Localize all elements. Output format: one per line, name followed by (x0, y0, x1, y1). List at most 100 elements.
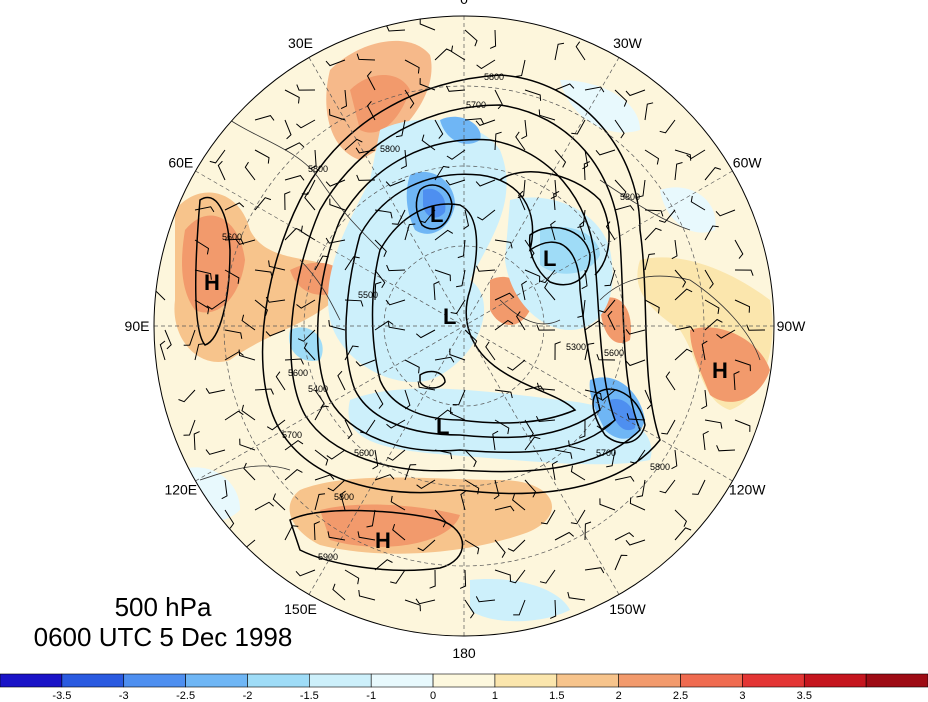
wind-barb (183, 329, 196, 346)
contour-label: 5800 (334, 492, 354, 502)
wind-barb (355, 359, 376, 367)
wind-barb (658, 209, 676, 223)
map-border (153, 15, 775, 637)
wind-barb (284, 89, 300, 104)
wind-barb (567, 591, 586, 601)
wind-barb (284, 439, 304, 451)
contour-label: 5300 (566, 342, 586, 352)
wind-barb (327, 479, 346, 492)
time-title: 0600 UTC 5 Dec 1998 (33, 622, 293, 652)
wind-barb (494, 131, 502, 151)
wind-barb (704, 225, 719, 241)
wind-barb (614, 475, 635, 482)
wind-barb (734, 269, 754, 276)
wind-barb (671, 449, 678, 470)
wind-barb (340, 89, 348, 110)
wind-barb (536, 324, 556, 331)
colorbar-label: 3 (739, 690, 745, 702)
wind-barb (581, 269, 588, 290)
wind-barb (284, 175, 305, 181)
colorbar-label: 3.5 (797, 690, 812, 702)
wind-barb (357, 531, 376, 541)
high-center: H (375, 528, 391, 553)
wind-barb (584, 521, 592, 541)
contour-label: 5600 (604, 348, 624, 358)
longitude-label: 30W (613, 35, 643, 51)
wind-barb (434, 449, 453, 460)
wind-barb (674, 509, 687, 527)
wind-barb (746, 324, 766, 331)
wind-barb (476, 59, 496, 70)
wind-barb (493, 479, 500, 500)
contour-label: 5900 (318, 552, 338, 562)
wind-barb (310, 149, 317, 169)
low-center: L (543, 246, 556, 271)
wind-barb (524, 269, 541, 283)
wind-barb (494, 389, 513, 399)
wind-barb (450, 45, 466, 61)
wind-barb (464, 329, 478, 347)
wind-barb (494, 419, 510, 435)
wind-barb (644, 299, 660, 314)
wind-barb (485, 341, 496, 361)
wind-barb (374, 389, 384, 409)
wind-barb (597, 389, 616, 401)
wind-barb (344, 419, 353, 440)
wind-barb (313, 521, 320, 541)
wind-barb (671, 239, 678, 260)
colorbar-label: 2.5 (673, 690, 688, 702)
wind-barb (221, 479, 228, 500)
wind-barb (358, 589, 376, 601)
pressure-centers: H H H L L L L (204, 202, 728, 553)
wind-barb (374, 239, 387, 257)
wind-barb (715, 209, 736, 217)
wind-barb (515, 311, 526, 331)
wind-barb (686, 149, 706, 160)
contour-label: 5800 (620, 192, 640, 202)
wind-barb (254, 388, 274, 395)
wind-barb (456, 269, 466, 288)
wind-barb (554, 449, 573, 459)
wind-barb (296, 84, 316, 91)
longitude-label: 60E (168, 155, 193, 171)
wind-barb (515, 131, 526, 151)
wind-barb (625, 89, 646, 97)
longitude-label: 120W (729, 482, 766, 498)
wind-barb (659, 119, 676, 134)
wind-barb (674, 269, 687, 288)
wind-barb (604, 269, 616, 287)
wind-barb (584, 389, 602, 400)
wind-barb (704, 167, 721, 181)
wind-barb (328, 320, 346, 331)
wind-barb (284, 142, 305, 151)
wind-barb (554, 42, 565, 61)
wind-barb (254, 149, 270, 164)
wind-barb (704, 419, 723, 429)
wind-barb (614, 119, 625, 139)
wind-barb (577, 299, 586, 318)
high-center: H (204, 270, 220, 295)
wind-barb (464, 449, 477, 468)
wind-barb (332, 583, 346, 601)
colorbar-box (0, 673, 63, 688)
wind-barb (434, 269, 451, 282)
wind-barb (644, 102, 654, 121)
wind-barb (344, 256, 360, 271)
wind-barb (205, 449, 226, 455)
coastlines (199, 119, 761, 481)
wind-barb (239, 438, 256, 451)
colorbar-box (61, 673, 125, 688)
colorbar-box (680, 673, 743, 688)
wind-barb (314, 255, 329, 271)
longitude-label: 30E (288, 35, 313, 51)
wind-barb (539, 569, 556, 584)
wind-barb (404, 59, 420, 74)
wind-barb (356, 174, 376, 181)
wind-barb (284, 358, 304, 365)
wind-barb (224, 509, 235, 529)
contour-label: 5800 (380, 144, 400, 154)
wind-barb (595, 149, 616, 156)
wind-barb (614, 179, 627, 198)
wind-barb (392, 523, 406, 541)
wind-barb (584, 342, 595, 361)
